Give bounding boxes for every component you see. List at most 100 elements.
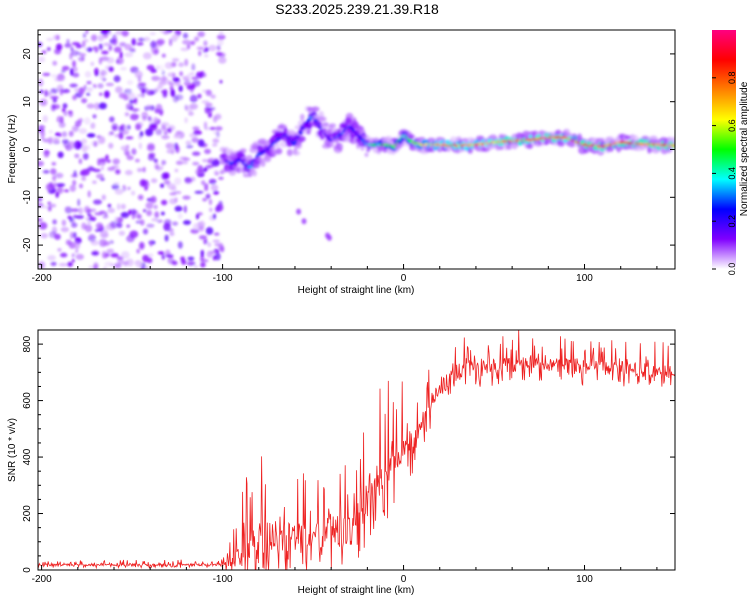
ridge-halo [228,169,237,176]
noise-blob [86,80,92,85]
noise-blob [186,144,194,149]
noise-blob [131,211,135,220]
noise-blob [65,239,72,246]
noise-blob [139,219,145,226]
noise-blob [61,108,66,113]
noise-blob [213,232,220,236]
noise-blob [190,83,196,90]
ridge-halo [306,130,311,135]
noise-blob [203,40,208,47]
noise-blob [205,102,213,107]
noise-blob [42,115,48,123]
noise-blob [52,227,58,232]
noise-blob [175,160,184,165]
noise-blob [126,224,130,228]
noise-blob [159,30,166,33]
noise-blob [209,126,216,131]
noise-blob [107,131,113,137]
noise-blob [209,207,213,213]
ridge-halo [277,124,287,129]
noise-blob [38,160,45,167]
noise-blob [113,75,121,83]
noise-blob [106,248,115,254]
noise-blob [147,154,155,161]
ridge-halo [260,160,266,167]
noise-blob [189,72,195,76]
noise-blob [138,82,147,87]
noise-blob [126,103,131,108]
noise-blob [96,173,104,179]
noise-blob [163,179,171,185]
noise-blob [120,66,127,71]
noise-blob [71,222,78,228]
noise-blob [141,111,148,120]
noise-blob [81,98,88,104]
noise-blob [129,209,137,215]
noise-blob [146,145,155,152]
ridge-halo [336,142,343,151]
noise-blob [52,97,57,103]
noise-blob [219,245,225,253]
noise-blob [78,207,84,215]
noise-blob [166,80,173,85]
noise-blob [126,144,130,148]
noise-blob [113,46,122,53]
snr-panel: -200 -100 0 100 0 200 400 600 800 Height of str… [7,329,676,596]
snr-x-label: Height of straight line (km) [298,585,415,596]
noise-blob [170,142,175,151]
snr-y-axis: 0 200 400 600 800 [22,329,675,573]
noise-blob [100,56,110,62]
noise-blob [147,253,154,257]
noise-blob [104,90,110,99]
noise-blob [186,261,196,266]
noise-blob [46,37,54,42]
noise-blob [155,65,160,70]
noise-blob [194,36,200,42]
noise-blob [107,203,112,208]
noise-blob [115,30,124,36]
ridge-halo [318,111,325,118]
noise-blob [113,262,122,269]
noise-blob [185,140,192,145]
noise-blob [182,161,188,165]
noise-blob [72,60,76,68]
noise-blob [50,261,57,266]
noise-blob [50,95,59,100]
noise-blob [150,195,157,204]
noise-blob [212,213,216,220]
noise-blob [160,183,165,188]
noise-blob [70,208,80,212]
noise-blob [194,190,204,194]
noise-blob [154,163,160,170]
noise-blob [74,88,81,92]
noise-blob [171,58,180,62]
noise-blob [42,169,50,174]
noise-blob [122,94,130,101]
noise-blob [161,53,166,58]
noise-blob [143,209,147,213]
noise-blob [216,44,221,51]
noise-blob [88,234,96,242]
noise-blob [204,183,209,189]
noise-blob [131,148,137,156]
noise-blob [61,69,66,74]
noise-blob [73,170,77,177]
noise-blob [130,108,140,112]
noise-blob [100,166,104,171]
noise-blob [56,34,60,41]
noise-blob [161,199,168,206]
noise-blob [97,83,104,89]
noise-blob [86,87,93,92]
noise-blob [210,94,216,99]
noise-blob [204,47,209,52]
spectrogram-x-axis: -200 -100 0 100 [32,264,658,284]
noise-blob [203,121,208,129]
noise-blob [75,247,79,254]
noise-blob [215,126,223,131]
noise-blob [101,30,111,34]
noise-blob [183,205,187,214]
ridge-fragment [301,218,307,225]
noise-blob [130,113,139,121]
y-tick-label: 800 [22,335,33,352]
noise-blob [203,54,209,58]
